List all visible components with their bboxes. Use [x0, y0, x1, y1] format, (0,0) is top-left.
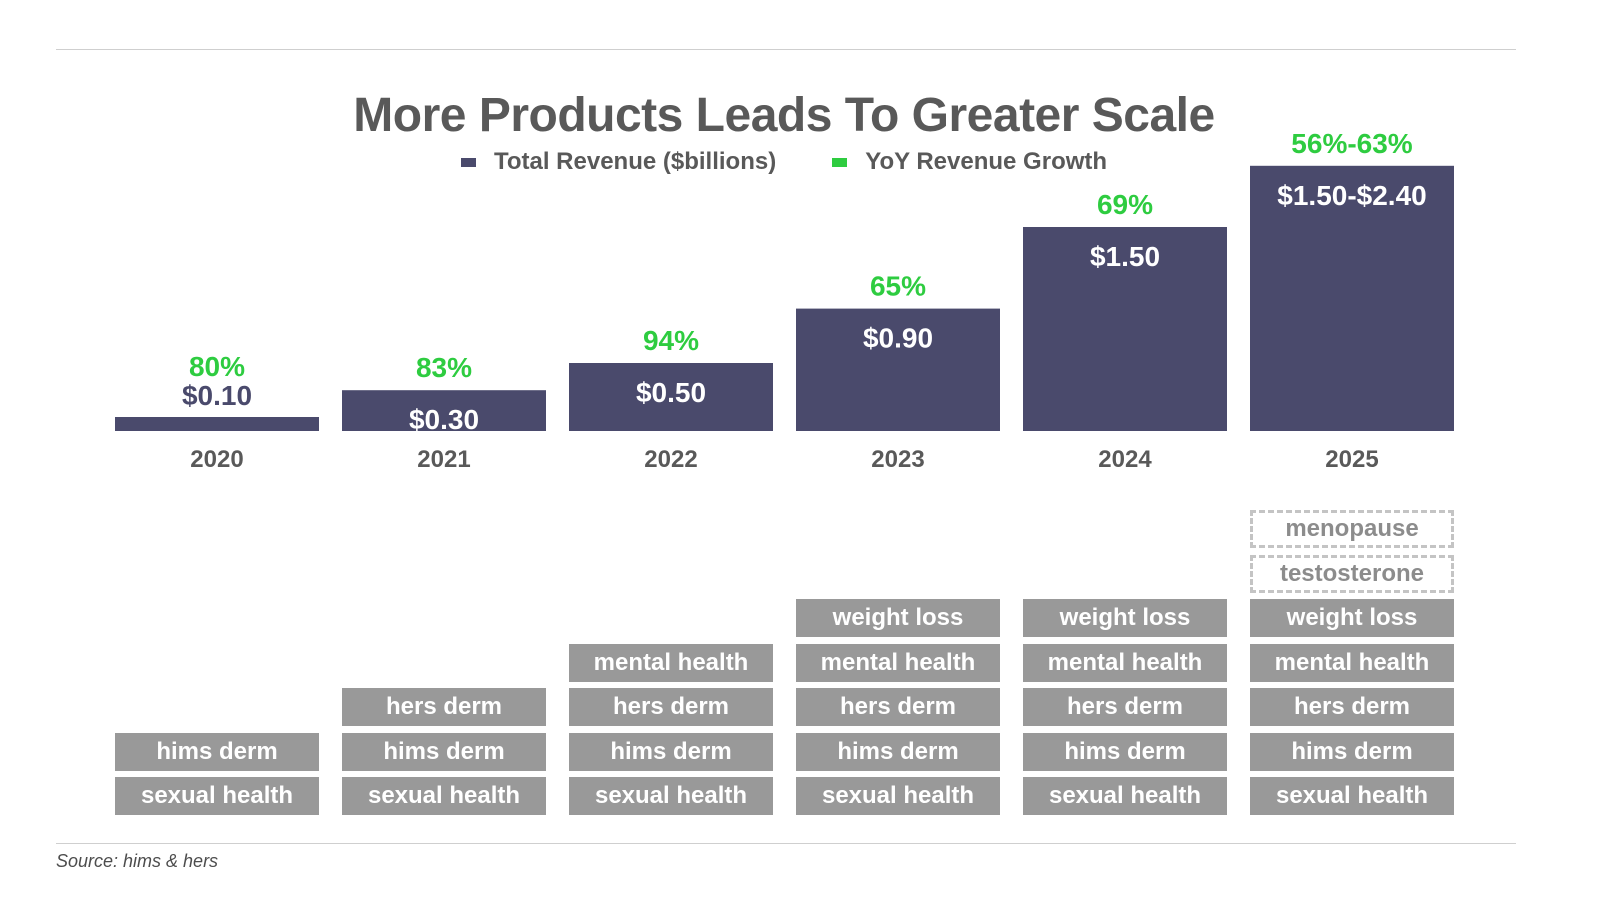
growth-label-2023: 65%	[870, 271, 926, 302]
growth-label-2025: 56%-63%	[1291, 128, 1413, 159]
legend-item-growth: YoY Revenue Growth	[832, 148, 1107, 176]
growth-label-2024: 69%	[1097, 189, 1153, 220]
revenue-value-label-2022: $0.50	[636, 377, 706, 408]
planned-product-block-menopause-2025: menopause	[1250, 510, 1454, 548]
growth-label-2022: 94%	[643, 325, 699, 356]
product-block-mental-health-2025: mental health	[1250, 643, 1454, 682]
product-block-hims-derm-2024: hims derm	[1023, 732, 1227, 771]
product-block-hims-derm-2020: hims derm	[115, 732, 319, 771]
product-block-hers-derm-2022: hers derm	[569, 688, 773, 726]
revenue-bar-2022	[569, 363, 773, 431]
year-tick-label-2024: 2024	[1098, 446, 1152, 473]
revenue-bar-2020	[115, 417, 319, 431]
product-block-sexual-health-2020: sexual health	[115, 777, 319, 815]
revenue-value-label-2020: $0.10	[182, 380, 252, 411]
product-block-mental-health-2022: mental health	[569, 643, 773, 682]
product-block-weight-loss-2024: weight loss	[1023, 599, 1227, 637]
year-tick-label-2025: 2025	[1325, 446, 1378, 473]
revenue-value-label-2023: $0.90	[863, 323, 933, 354]
year-tick-label-2023: 2023	[871, 446, 924, 473]
product-block-sexual-health-2025: sexual health	[1250, 777, 1454, 815]
legend-item-revenue: Total Revenue ($billions)	[460, 148, 777, 176]
revenue-value-label-2024: $1.50	[1090, 241, 1160, 272]
revenue-value-label-2025: $1.50-$2.40	[1277, 180, 1426, 211]
top-divider	[56, 49, 1516, 50]
product-block-hers-derm-2021: hers derm	[342, 688, 546, 726]
year-tick-label-2020: 2020	[190, 446, 243, 473]
legend-swatch-growth	[832, 157, 848, 167]
product-block-mental-health-2024: mental health	[1023, 643, 1227, 682]
product-block-hims-derm-2021: hims derm	[342, 732, 546, 771]
revenue-bar-2023	[796, 308, 1000, 431]
year-tick-label-2021: 2021	[417, 446, 470, 473]
legend-label-revenue: Total Revenue ($billions)	[493, 148, 777, 175]
product-block-sexual-health-2021: sexual health	[342, 777, 546, 815]
bottom-divider	[56, 843, 1516, 844]
legend: Total Revenue ($billions) YoY Revenue Gr…	[0, 148, 1568, 176]
product-block-sexual-health-2022: sexual health	[569, 777, 773, 815]
product-block-mental-health-2023: mental health	[796, 643, 1000, 682]
product-block-weight-loss-2023: weight loss	[796, 599, 1000, 637]
product-block-hers-derm-2025: hers derm	[1250, 688, 1454, 726]
legend-swatch-revenue	[460, 157, 476, 167]
product-block-hims-derm-2025: hims derm	[1250, 732, 1454, 771]
product-block-hers-derm-2023: hers derm	[796, 688, 1000, 726]
revenue-value-label-2021: $0.30	[409, 404, 479, 435]
product-block-weight-loss-2025: weight loss	[1250, 599, 1454, 637]
year-tick-label-2022: 2022	[644, 446, 697, 473]
revenue-bar-2024	[1023, 227, 1227, 431]
product-block-hers-derm-2024: hers derm	[1023, 688, 1227, 726]
product-block-hims-derm-2023: hims derm	[796, 732, 1000, 771]
product-block-sexual-health-2024: sexual health	[1023, 777, 1227, 815]
revenue-bar-2025	[1250, 165, 1454, 432]
growth-label-2020: 80%	[189, 351, 245, 382]
growth-label-2021: 83%	[416, 352, 472, 383]
legend-label-growth: YoY Revenue Growth	[865, 148, 1108, 175]
source-note: Source: hims & hers	[56, 851, 219, 871]
chart-title: More Products Leads To Greater Scale	[353, 89, 1215, 142]
product-block-sexual-health-2023: sexual health	[796, 777, 1000, 815]
product-block-hims-derm-2022: hims derm	[569, 732, 773, 771]
revenue-bar-2021	[342, 390, 546, 431]
planned-product-block-testosterone-2025: testosterone	[1250, 554, 1454, 593]
